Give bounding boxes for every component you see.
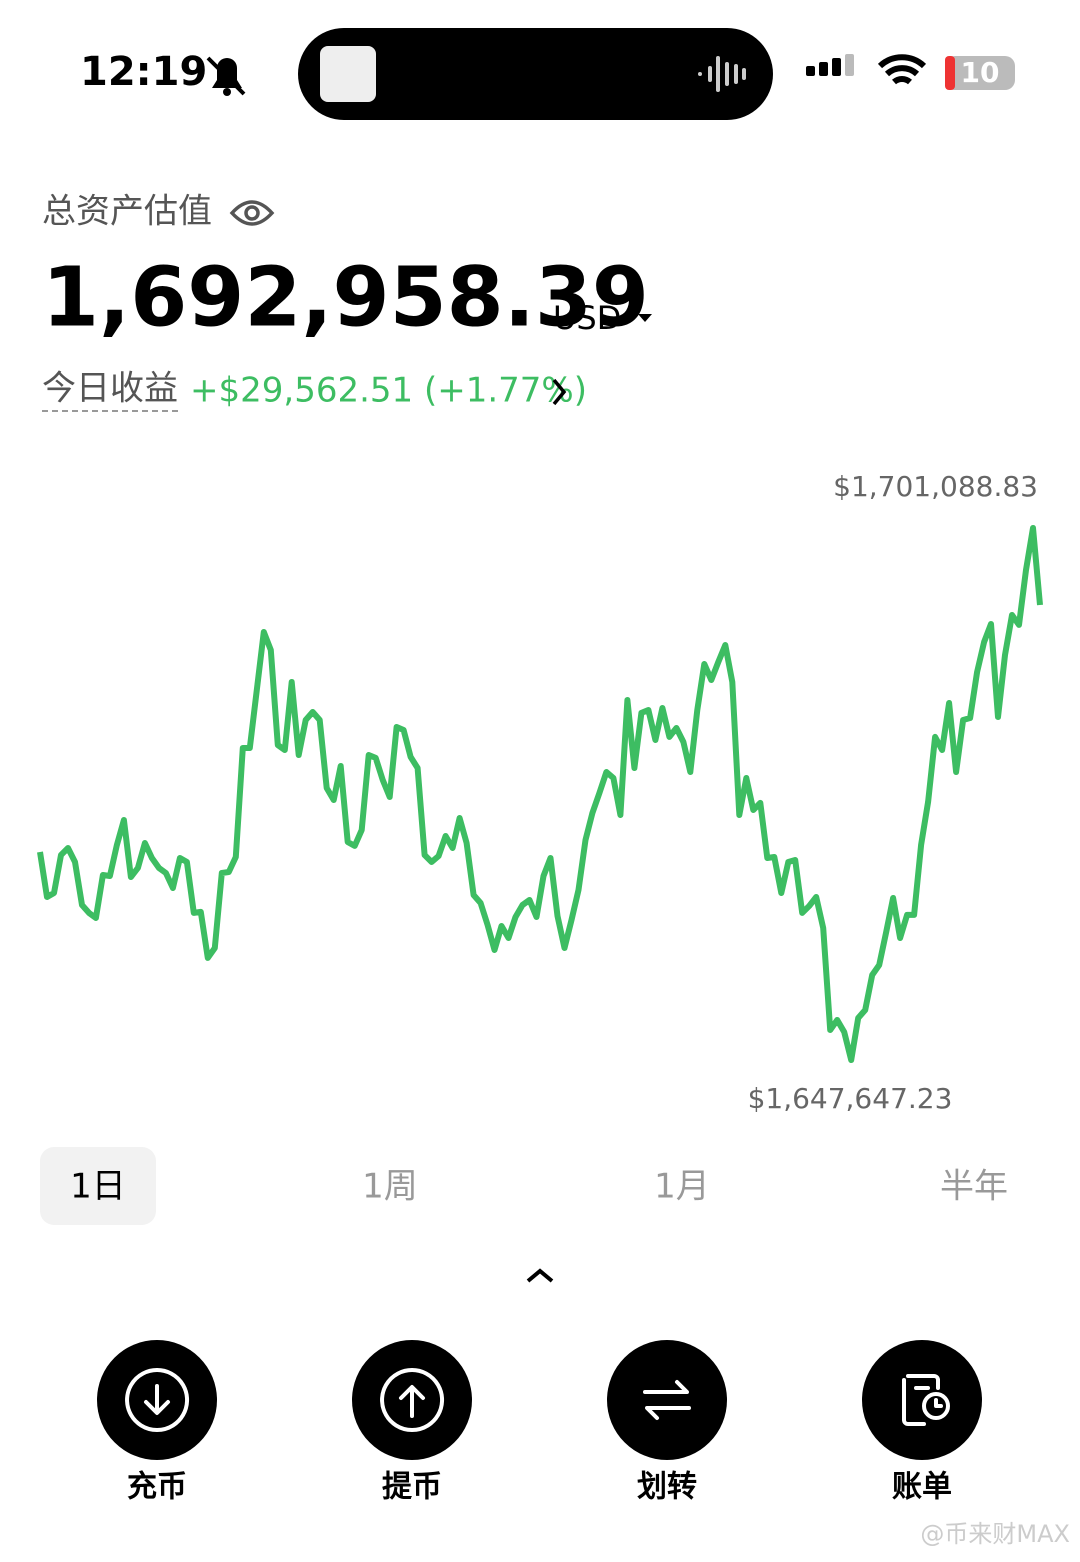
pnl-chevron[interactable] — [552, 378, 567, 406]
action-label[interactable]: 充币 — [127, 1470, 187, 1505]
pnl-value: +$29,562.51 (+1.77%) — [190, 371, 587, 411]
album-art — [320, 46, 376, 102]
signal-icon — [806, 54, 854, 76]
asset-label: 总资产估值 — [42, 192, 212, 232]
wifi-icon — [877, 54, 927, 85]
action-label[interactable]: 账单 — [892, 1470, 952, 1505]
eye-icon[interactable] — [229, 200, 275, 226]
bell-off-icon — [206, 56, 246, 96]
action-button[interactable] — [607, 1340, 727, 1460]
range-tab[interactable]: 1日 — [70, 1167, 126, 1207]
action-label[interactable]: 划转 — [637, 1470, 697, 1505]
watermark: @币来财MAX — [920, 1520, 1070, 1548]
battery-level — [945, 56, 955, 90]
tab-highlight — [40, 1147, 156, 1225]
expand-chevron[interactable] — [526, 1268, 554, 1283]
action-icon — [380, 1368, 444, 1432]
pnl-label[interactable]: 今日收益 — [42, 369, 178, 409]
action-icon — [125, 1368, 189, 1432]
total-value: 1,692,958.39 — [42, 250, 649, 345]
action-icon — [643, 1380, 691, 1420]
currency-caret[interactable] — [638, 314, 652, 322]
battery-text: 10 — [961, 56, 1000, 89]
range-tab[interactable]: 半年 — [940, 1167, 1008, 1207]
extreme-label: $1,701,088.83 — [833, 470, 1038, 503]
action-button[interactable] — [862, 1340, 982, 1460]
battery-icon — [945, 56, 1015, 90]
action-icon — [902, 1374, 950, 1426]
range-tab[interactable]: 1周 — [362, 1167, 418, 1207]
action-label[interactable]: 提币 — [382, 1470, 442, 1505]
audio-wave — [698, 56, 746, 92]
status-time: 12:19 — [80, 49, 207, 95]
price-line — [37, 525, 1043, 1063]
dynamic-island — [298, 28, 773, 120]
range-tab[interactable]: 1月 — [654, 1167, 710, 1207]
extreme-label: $1,647,647.23 — [748, 1082, 953, 1115]
currency[interactable]: USD — [553, 299, 621, 337]
